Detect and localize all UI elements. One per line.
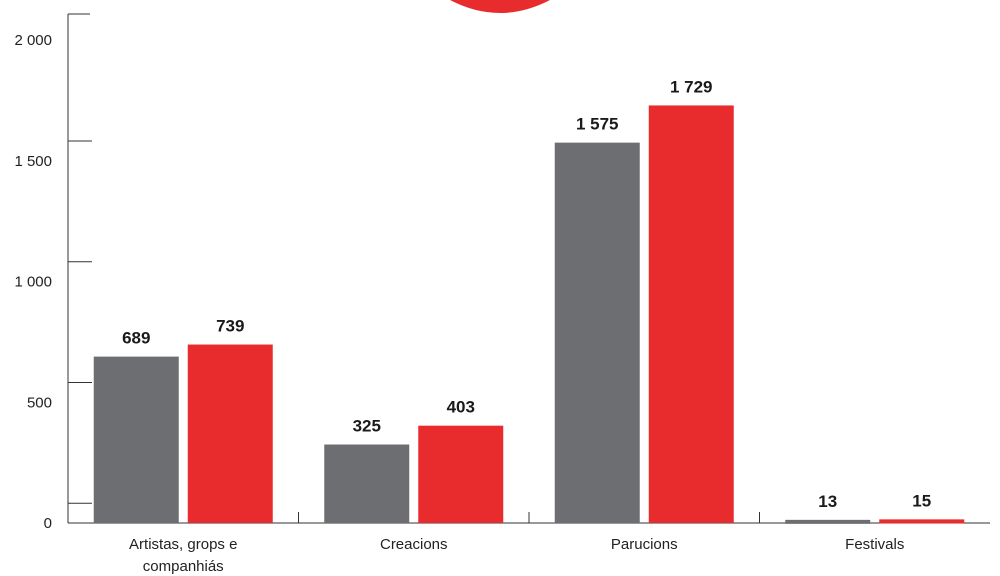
category-label: Parucions <box>611 536 678 553</box>
data-label: 403 <box>447 398 475 417</box>
bar-gray <box>93 356 179 523</box>
y-tick-label: 2 000 <box>14 32 52 49</box>
data-label: 325 <box>353 417 381 436</box>
data-label: 13 <box>818 492 837 511</box>
x-axis: Artistas, grops e companhiás Creacions Paru… <box>68 512 990 575</box>
bar-gray <box>324 444 410 523</box>
data-label: 739 <box>216 317 244 336</box>
bar-red <box>648 105 734 523</box>
category-label: Artistas, grops e <box>129 536 237 553</box>
data-label: 689 <box>122 329 150 348</box>
bar-red <box>418 425 504 523</box>
bar-gray <box>554 142 640 523</box>
bars-group <box>93 105 965 524</box>
data-label: 15 <box>912 491 931 510</box>
data-label: 1 575 <box>576 115 619 134</box>
category-label: companhiás <box>143 558 224 575</box>
bar-red <box>187 344 273 523</box>
y-tick-label: 1 000 <box>14 274 52 291</box>
bar-red <box>879 519 965 524</box>
data-labels-group: 689 739 325 403 1 575 1 729 13 15 <box>122 77 931 510</box>
bar-gray <box>785 519 871 524</box>
decorative-red-shape <box>450 0 550 13</box>
y-tick-label: 1 500 <box>14 153 52 170</box>
y-tick-label: 0 <box>44 515 52 532</box>
data-label: 1 729 <box>670 77 713 96</box>
category-label: Creacions <box>380 536 448 553</box>
y-axis: 0 500 1 000 1 500 2 000 <box>14 13 92 532</box>
category-label: Festivals <box>845 536 904 553</box>
y-tick-label: 500 <box>27 394 52 411</box>
